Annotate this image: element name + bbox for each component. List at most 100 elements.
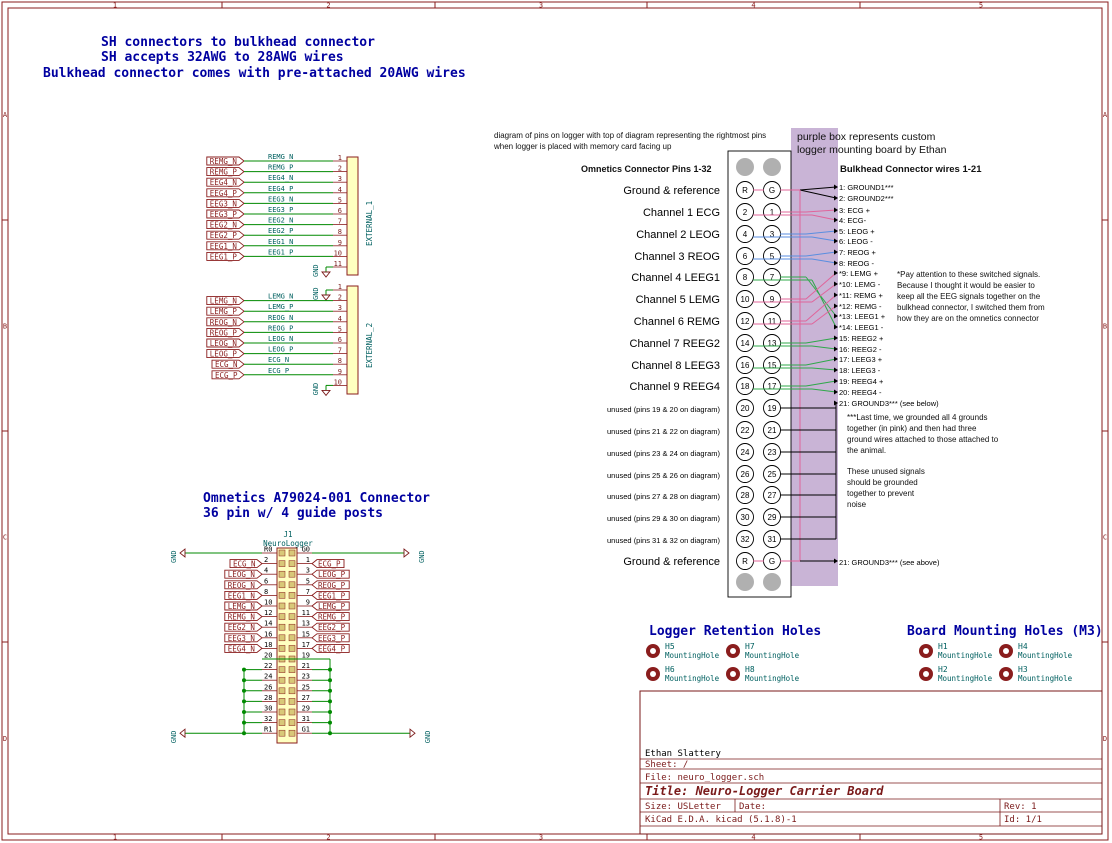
j1-pin-pad [288, 666, 296, 673]
external-2-body [346, 285, 359, 395]
wire-arrow [834, 184, 838, 190]
title-block-border [639, 690, 1103, 835]
pin-number: 9 [770, 295, 775, 304]
wire-arrow [834, 389, 838, 395]
signal-wire [805, 272, 837, 300]
pin-number: 7 [770, 273, 775, 282]
external-1-pin-number: 2 [338, 165, 342, 173]
j1-junction [328, 688, 332, 693]
signal-wire [805, 230, 837, 235]
external-1-pin-number: 5 [338, 196, 342, 204]
j1-junction [328, 731, 332, 736]
j1-pin-pad [278, 634, 286, 642]
external-2-hier-label: ECG_P [215, 371, 238, 380]
bulkhead-wire-label: *9: LEMG + [839, 269, 879, 278]
external-1-pin-number: 4 [338, 186, 342, 194]
external-2-net-name: ECG_P [268, 367, 289, 375]
pin-number: 24 [741, 448, 750, 457]
external-1-hier-label: EEG2_P [210, 231, 238, 240]
j1-right-pin-number: 23 [302, 673, 310, 681]
guide-post [763, 158, 781, 176]
external-2-gnd-label-top: GND [312, 287, 320, 300]
wire-arrow [834, 207, 838, 213]
j1-pin-pad [278, 729, 286, 737]
j1-left-pin-number: 14 [264, 620, 272, 628]
external-2-pin-number: 4 [338, 315, 342, 323]
j1-ref: J1 [283, 530, 292, 539]
bulkhead-wire-label: 6: LEOG - [839, 237, 873, 246]
frame-row-letter-right: B [1103, 323, 1107, 331]
signal-wire [805, 380, 837, 387]
j1-left-hier-label: EEG2_N [228, 623, 255, 632]
external-1-pin-number: 6 [338, 207, 342, 215]
bulkhead-wires-header: Bulkhead Connector wires 1-21 [840, 164, 982, 175]
row-label: Channel 9 REEG4 [630, 381, 721, 393]
frame-col-number-top: 1 [113, 2, 117, 10]
signal-wire [805, 294, 837, 322]
external-1-pin-number: 1 [338, 154, 342, 162]
signal-wire [805, 209, 837, 213]
bulkhead-wire-label: 15: REEG2 + [839, 334, 884, 343]
guide-post [763, 573, 781, 591]
bulkhead-bottom-ground-label: 21: GROUND3*** (see above) [839, 558, 940, 567]
j1-left-hier-label-shape [224, 622, 263, 632]
j1-left-hier-label: ECG_N [233, 560, 256, 569]
sh-title-line-3: Bulkhead connector comes with pre-attach… [43, 66, 466, 81]
external-2-hier-label: LEMG_N [210, 297, 237, 306]
j1-pin-pad [278, 698, 286, 705]
j1-right-hier-label: LEMG_P [318, 602, 346, 611]
wire-arrow [834, 324, 838, 330]
external-1-net-name: EEG4_P [268, 185, 293, 193]
hole-h1-value: MountingHole [938, 651, 993, 660]
j1-gnd-label: GND [424, 731, 432, 744]
title-sheet: Sheet: / [645, 760, 688, 770]
external-1-hier-label-shape [206, 188, 245, 198]
row-label: unused (pins 21 & 22 on diagram) [607, 427, 720, 436]
title-size: Size: USLetter [645, 802, 721, 812]
j1-neurologger-connector: J1NeuroLoggerR02468101214161820222426283… [170, 530, 432, 744]
switched-note-1: *Pay attention to these switched signals… [897, 270, 1041, 279]
external-1-hier-label: EEG1_P [210, 252, 238, 261]
diagram-caption-line-1: diagram of pins on logger with top of di… [494, 131, 767, 140]
j1-junction [242, 688, 246, 693]
wire-arrow [834, 313, 838, 319]
j1-pin-pad [278, 676, 286, 684]
j1-pin-pad [278, 623, 286, 631]
pin-number: G [769, 186, 775, 195]
j1-pin-pad [278, 592, 286, 599]
j1-left-hier-label: EEG3_N [228, 634, 255, 643]
mounting-holes: H5MountingHoleH7MountingHoleH6MountingHo… [646, 642, 1073, 683]
j1-junction [242, 699, 246, 704]
omnetics-title-line-1: Omnetics A79024-001 Connector [203, 491, 430, 506]
j1-pin-pad [278, 613, 286, 620]
j1-pin-pad [288, 676, 296, 684]
omnetics-title-line-2: 36 pin w/ 4 guide posts [203, 506, 384, 521]
hole-h4-ref: H4 [1018, 642, 1028, 651]
j1-left-hier-label: EEG1_N [228, 591, 255, 600]
pin-circle [736, 268, 754, 286]
bulkhead-wire-label: 18: LEEG3 - [839, 366, 881, 375]
wire-arrow [834, 260, 838, 266]
j1-pin-pad [278, 581, 286, 589]
j1-value: NeuroLogger [263, 539, 313, 548]
j1-pin-pad [278, 708, 286, 716]
external-2-net-name: REOG_N [268, 314, 293, 322]
switched-note-5: how they are on the omnetics connector [897, 314, 1039, 323]
wire-arrow [834, 270, 838, 276]
j1-right-pin-number: 21 [302, 662, 310, 670]
pin-circle [736, 225, 754, 243]
row-label: unused (pins 27 & 28 on diagram) [607, 492, 720, 501]
bulkhead-wire-label: *10: LEMG - [839, 280, 881, 289]
j1-left-hier-label-shape [224, 612, 263, 622]
hole-h5-value: MountingHole [665, 651, 720, 660]
j1-right-pin-number: 27 [302, 694, 310, 702]
external-1-hier-label: EEG4_N [210, 178, 237, 187]
j1-pin-pad [288, 687, 296, 695]
frame-col-number-bottom: 1 [113, 834, 117, 842]
hole-h2-hole [923, 671, 929, 677]
j1-right-hier-label-shape [311, 633, 350, 643]
pin-circle [736, 443, 754, 461]
